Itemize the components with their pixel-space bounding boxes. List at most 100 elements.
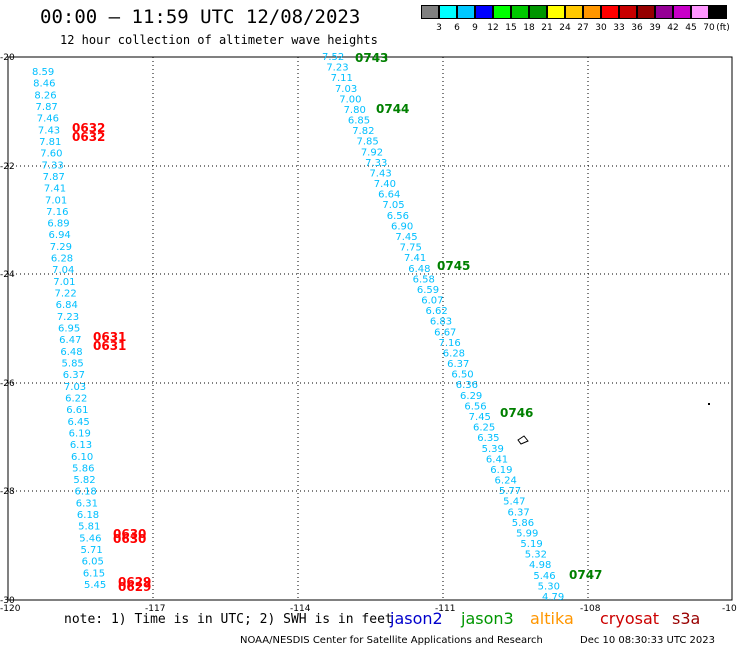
- swh-value: 7.01: [45, 195, 67, 206]
- map-title: 00:00 — 11:59 UTC 12/08/2023: [40, 6, 361, 28]
- swh-value: 7.41: [44, 184, 66, 195]
- swh-value: 6.59: [417, 285, 439, 296]
- pass-time-label: 0746: [500, 406, 533, 420]
- swh-value: 6.31: [76, 498, 98, 509]
- pass-time-label: 0743: [355, 51, 388, 65]
- pass-time-label: 0629: [118, 575, 151, 589]
- swh-value: 4.79: [542, 592, 564, 603]
- swh-value: 5.19: [520, 539, 542, 550]
- legend-tick-label: 15: [505, 23, 517, 33]
- legend-tick-label: 39: [649, 23, 661, 33]
- legend-tick-label: 27: [577, 23, 589, 33]
- pass-time-label: 0747: [569, 568, 602, 582]
- swh-value: 6.85: [348, 116, 370, 127]
- lon-tick-label: -117: [145, 604, 165, 614]
- legend-tick-label: 33: [613, 23, 625, 33]
- swh-value: 5.85: [62, 358, 84, 369]
- legend-swatch: [601, 5, 619, 19]
- island-dot: [708, 403, 710, 405]
- swh-value: 6.37: [507, 507, 529, 518]
- swh-value: 6.25: [473, 423, 495, 434]
- jason3-track: 7.527.237.117.037.007.806.857.827.857.92…: [322, 51, 602, 603]
- lat-lon-grid: [7, 56, 733, 601]
- pass-time-label: 0745: [437, 259, 470, 273]
- swh-value: 7.43: [369, 168, 391, 179]
- swh-value: 6.15: [83, 568, 105, 579]
- swh-value: 7.01: [53, 277, 75, 288]
- pass-time-label: 0630: [113, 532, 146, 546]
- swh-value: 7.41: [404, 253, 426, 264]
- swh-value: 6.19: [490, 465, 512, 476]
- swh-value: 6.61: [66, 405, 88, 416]
- legend-swatch: [457, 5, 475, 19]
- swh-value: 8.59: [32, 67, 54, 78]
- legend-swatch: [673, 5, 691, 19]
- legend-swatch: [511, 5, 529, 19]
- swh-value: 6.48: [408, 264, 430, 275]
- swh-value: 7.23: [57, 312, 79, 323]
- swh-value: 6.58: [413, 274, 435, 285]
- swh-value: 6.83: [430, 317, 452, 328]
- swh-value: 6.62: [426, 306, 448, 317]
- swh-value: 5.32: [525, 550, 547, 561]
- footnote: note: 1) Time is in UTC; 2) SWH is in fe…: [64, 612, 393, 627]
- swh-value: 6.95: [58, 324, 80, 335]
- swh-value: 7.16: [438, 338, 460, 349]
- lat-tick-label: -26: [0, 379, 15, 389]
- swh-value: 7.40: [374, 179, 396, 190]
- legend-tick-label: 70: [703, 23, 715, 33]
- swh-value: 7.87: [36, 102, 58, 113]
- swh-value: 8.46: [33, 79, 55, 90]
- swh-value: 6.64: [378, 190, 400, 201]
- color-scale-legend: 3 6 9 12 15 18 21 24 27 30 33 36 39 42 45 70 (ft): [421, 5, 730, 35]
- swh-value: 7.33: [365, 158, 387, 169]
- map-subtitle: 12 hour collection of altimeter wave hei…: [60, 33, 378, 47]
- swh-value: 5.46: [79, 533, 101, 544]
- swh-value: 6.90: [391, 221, 413, 232]
- swh-value: 6.35: [477, 433, 499, 444]
- swh-value: 5.81: [78, 522, 100, 533]
- legend-swatch: [547, 5, 565, 19]
- cryosat-track: 8.598.468.267.877.467.437.817.607.337.87…: [32, 67, 151, 594]
- legend-tick-label: 45: [685, 23, 697, 33]
- swh-value: 7.87: [43, 172, 65, 183]
- swh-value: 7.05: [382, 200, 404, 211]
- legend-tick-label: 42: [667, 23, 679, 33]
- lat-tick-label: -30: [0, 596, 15, 606]
- swh-value: 5.99: [516, 528, 538, 539]
- legend-swatch: [583, 5, 601, 19]
- swh-value: 7.45: [395, 232, 417, 243]
- swh-value: 6.36: [456, 380, 478, 391]
- pass-time-label: 0744: [376, 102, 409, 116]
- swh-value: 6.13: [70, 440, 92, 451]
- mission-jason3: jason3: [461, 609, 514, 628]
- swh-value: 6.47: [59, 335, 81, 346]
- swh-value: 6.18: [75, 487, 97, 498]
- swh-value: 7.03: [335, 84, 357, 95]
- legend-swatch: [655, 5, 673, 19]
- legend-swatch: [529, 5, 547, 19]
- swh-value: 7.52: [322, 52, 344, 63]
- swh-value: 6.10: [71, 452, 93, 463]
- swh-value: 6.22: [65, 393, 87, 404]
- mission-altika: altika: [530, 609, 574, 628]
- swh-value: 6.37: [63, 370, 85, 381]
- swh-value: 5.47: [503, 497, 525, 508]
- swh-value: 6.18: [77, 510, 99, 521]
- legend-swatch: [475, 5, 493, 19]
- lat-tick-label: -22: [0, 162, 15, 172]
- lat-tick-label: -24: [0, 270, 15, 280]
- pass-time-label: 0631: [93, 330, 126, 344]
- swh-value: 7.00: [339, 94, 361, 105]
- pass-time-label: 0632: [72, 130, 105, 144]
- axis-labels: -120 -117 -114 -111 -108 -10 -20 -22 -24 -26 -28 -3…: [0, 53, 737, 614]
- legend-tick-label: 18: [523, 23, 535, 33]
- swh-value: 5.46: [533, 571, 555, 582]
- swh-value: 7.60: [40, 149, 62, 160]
- lat-tick-label: -20: [0, 53, 15, 63]
- lon-tick-label: -111: [435, 604, 455, 614]
- legend-tick-label: 12: [487, 23, 499, 33]
- swh-value: 7.43: [38, 125, 60, 136]
- mission-jason2: jason2: [390, 609, 443, 628]
